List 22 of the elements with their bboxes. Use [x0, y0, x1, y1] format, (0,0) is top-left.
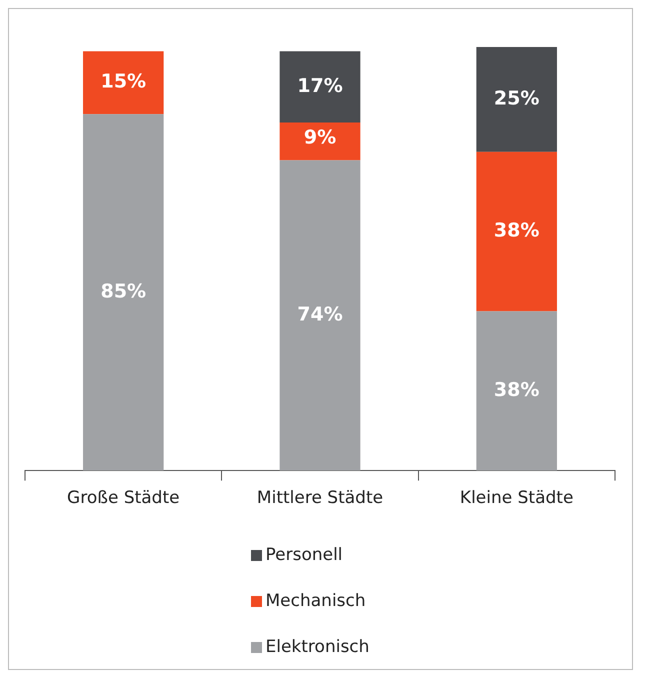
data-label: 38%	[494, 219, 540, 242]
legend-label: Elektronisch	[266, 637, 370, 657]
bar	[280, 160, 360, 471]
legend-label: Mechanisch	[266, 591, 366, 611]
legend-label: Personell	[266, 545, 343, 565]
bar	[83, 114, 164, 471]
data-label: 9%	[304, 126, 336, 148]
bar	[83, 51, 164, 114]
bar	[476, 311, 557, 471]
bar	[476, 47, 557, 152]
data-label: 38%	[494, 378, 540, 401]
x-tick-label: Kleine Städte	[460, 488, 574, 508]
bar	[280, 51, 360, 122]
data-label: 85%	[100, 280, 146, 302]
bar	[476, 152, 557, 312]
data-label: 17%	[297, 74, 343, 97]
data-label: 74%	[297, 303, 343, 326]
data-label: 15%	[100, 70, 146, 93]
x-tick-label: Mittlere Städte	[256, 488, 384, 508]
data-label: 25%	[494, 87, 540, 110]
x-tick-label: Große Städte	[67, 488, 180, 508]
bar	[280, 122, 360, 160]
